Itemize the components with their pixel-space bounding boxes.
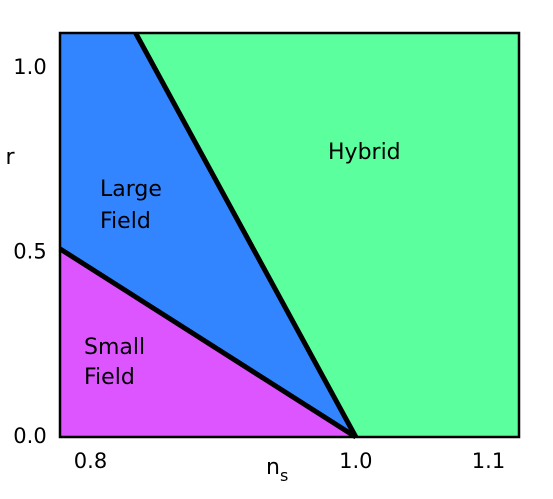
x-tick-label: 1.0 <box>339 449 372 473</box>
region <box>135 33 519 437</box>
boundary-line <box>133 31 359 439</box>
plot-frame <box>58 31 521 439</box>
x-tick-label: 0.8 <box>74 449 107 473</box>
region-label: Hybrid <box>328 140 401 165</box>
region-label: Field <box>100 209 151 234</box>
x-axis-label-sub: s <box>280 466 288 485</box>
y-tick-label: 0.0 <box>13 424 46 448</box>
y-axis-label: r <box>5 145 15 170</box>
x-tick-label: 1.1 <box>472 449 505 473</box>
x-axis-label-base: n <box>266 455 280 480</box>
region <box>60 33 356 437</box>
x-axis-label: ns <box>266 455 288 485</box>
region-label: Large <box>100 177 162 202</box>
region-label: Field <box>84 365 135 390</box>
y-tick-label: 0.5 <box>13 240 46 264</box>
boundary-line <box>58 246 358 440</box>
region-label: Small <box>84 335 145 360</box>
y-tick-label: 1.0 <box>13 55 46 79</box>
